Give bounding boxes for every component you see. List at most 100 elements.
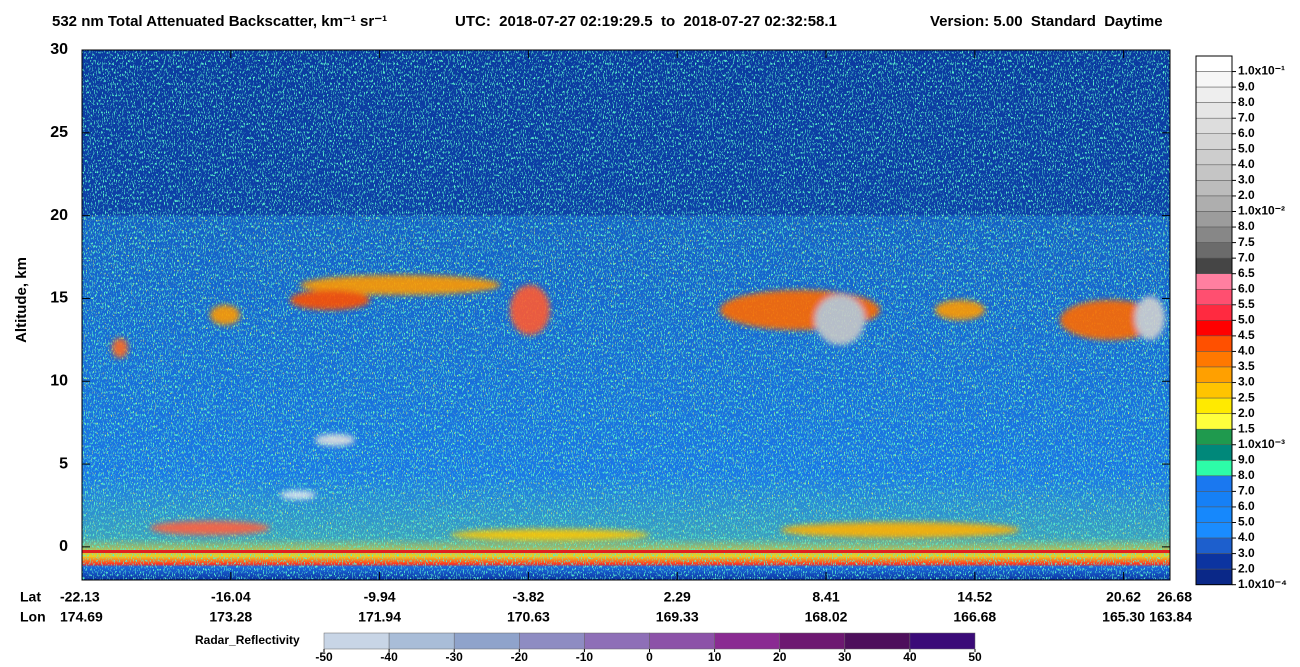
y-tick-label: 15 [50, 290, 68, 307]
radar-colorbar-tick-label: -20 [511, 650, 529, 664]
colorbar-tick-label: 8.0 [1238, 219, 1255, 233]
colorbar-tick-label: 7.5 [1238, 235, 1255, 249]
colorbar-tick-label: 7.0 [1238, 484, 1255, 498]
colorbar-tick-label: 1.0x10⁻¹ [1238, 64, 1285, 78]
colorbar-swatch [1195, 460, 1233, 477]
colorbar-swatch [1195, 320, 1233, 337]
chart-title: 532 nm Total Attenuated Backscatter, km⁻… [52, 13, 387, 30]
colorbar-swatch [1195, 180, 1233, 197]
y-tick-label: 0 [59, 538, 68, 555]
radar-colorbar-swatch [519, 632, 585, 650]
x-tick-label: 171.94 [358, 609, 401, 625]
colorbar-tick-label: 3.5 [1238, 359, 1255, 373]
radar-colorbar-swatch [323, 632, 390, 650]
colorbar-swatch [1195, 242, 1233, 259]
colorbar-tick-label: 6.5 [1238, 266, 1255, 280]
colorbar-swatch [1195, 273, 1233, 290]
x-tick-label: 173.28 [209, 609, 252, 625]
x-tick-label: -22.13 [60, 589, 100, 605]
x-tick-label: 165.30 [1102, 609, 1145, 625]
colorbar-swatch [1195, 164, 1233, 181]
colorbar-swatch [1195, 226, 1233, 243]
x-row-name: Lon [20, 609, 46, 625]
radar-colorbar-tick-label: 50 [968, 650, 982, 664]
y-axis-label: Altitude, km [13, 257, 30, 343]
radar-colorbar-tick-label: 30 [838, 650, 852, 664]
colorbar-frame [1195, 55, 1233, 586]
x-tick-label: 174.69 [60, 609, 103, 625]
colorbar-swatch [1195, 366, 1233, 383]
version-label: Version: 5.00 Standard Daytime [930, 13, 1163, 30]
colorbar-swatch [1195, 195, 1233, 212]
colorbar-tick-label: 9.0 [1238, 452, 1255, 466]
colorbar-swatch [1195, 133, 1233, 150]
colorbar-tick-label: 7.0 [1238, 250, 1255, 264]
plot-frame [81, 49, 1171, 581]
y-tick-label: 10 [50, 372, 68, 389]
colorbar-swatch [1195, 428, 1233, 446]
colorbar-swatch [1195, 351, 1233, 368]
colorbar-tick-label: 6.0 [1238, 126, 1255, 140]
colorbar-swatch [1195, 211, 1233, 228]
radar-colorbar-tick-label: 40 [903, 650, 917, 664]
colorbar-tick-label: 8.0 [1238, 95, 1255, 109]
radar-colorbar-swatch [453, 632, 520, 650]
x-tick-label: 169.33 [656, 609, 699, 625]
colorbar-tick-label: 1.0x10⁻² [1238, 204, 1285, 218]
radar-colorbar-tick-label: -10 [576, 650, 594, 664]
colorbar-swatch [1195, 397, 1233, 414]
colorbar-tick-label: 3.0 [1238, 173, 1255, 187]
colorbar-swatch [1195, 149, 1233, 166]
radar-colorbar-swatch [844, 632, 911, 650]
y-tick-label: 5 [59, 455, 68, 472]
radar-colorbar-swatch [649, 632, 715, 650]
x-tick-label: 14.52 [957, 589, 992, 605]
colorbar-tick-label: 7.0 [1238, 110, 1255, 124]
colorbar-tick-label: 5.0 [1238, 515, 1255, 529]
x-tick-label: -3.82 [512, 589, 544, 605]
curtain-image [82, 50, 1170, 580]
radar-colorbar-tick-label: -50 [315, 650, 333, 664]
colorbar-tick-label: 3.0 [1238, 375, 1255, 389]
colorbar-swatch [1195, 86, 1233, 103]
colorbar-tick-label: 5.0 [1238, 141, 1255, 155]
colorbar-swatch [1195, 475, 1233, 492]
colorbar-tick-label: 2.0 [1238, 188, 1255, 202]
colorbar-tick-label: 1.0x10⁻³ [1238, 437, 1285, 451]
radar-colorbar-swatch [714, 632, 780, 650]
radar-colorbar-swatch [909, 632, 976, 650]
y-tick-label: 30 [50, 41, 68, 58]
x-row-name: Lat [20, 589, 41, 605]
x-tick-label: 166.68 [953, 609, 996, 625]
radar-colorbar-swatch [779, 632, 846, 650]
colorbar-swatch [1195, 257, 1233, 274]
colorbar-tick-label: 4.5 [1238, 328, 1255, 342]
radar-colorbar-tick-label: -30 [446, 650, 464, 664]
radar-colorbar-swatch [388, 632, 455, 650]
colorbar-tick-label: 2.0 [1238, 406, 1255, 420]
colorbar-swatch [1195, 506, 1233, 523]
x-tick-label: 20.62 [1106, 589, 1141, 605]
colorbar-tick-label: 4.0 [1238, 530, 1255, 544]
colorbar-tick-label: 4.0 [1238, 344, 1255, 358]
x-tick-label: 170.63 [507, 609, 550, 625]
radar-colorbar-label: Radar_Reflectivity [195, 633, 300, 647]
radar-colorbar-tick-label: 10 [708, 650, 722, 664]
colorbar-swatch [1195, 117, 1233, 134]
colorbar-swatch [1195, 382, 1233, 399]
x-tick-label: 2.29 [664, 589, 691, 605]
x-tick-label: -9.94 [364, 589, 396, 605]
colorbar-tick-label: 1.0x10⁻⁴ [1238, 577, 1287, 591]
colorbar-tick-label: 2.0 [1238, 561, 1255, 575]
y-tick-label: 20 [50, 207, 68, 224]
colorbar-tick-label: 4.0 [1238, 157, 1255, 171]
radar-colorbar-tick-label: 0 [646, 650, 653, 664]
colorbar-swatch [1195, 304, 1233, 321]
x-tick-label: 168.02 [805, 609, 848, 625]
colorbar-swatch [1195, 444, 1233, 461]
colorbar-tick-label: 8.0 [1238, 468, 1255, 482]
radar-colorbar-tick-label: 20 [773, 650, 787, 664]
colorbar-swatch [1195, 491, 1233, 508]
colorbar-swatch [1195, 522, 1233, 539]
colorbar-swatch [1195, 537, 1233, 554]
